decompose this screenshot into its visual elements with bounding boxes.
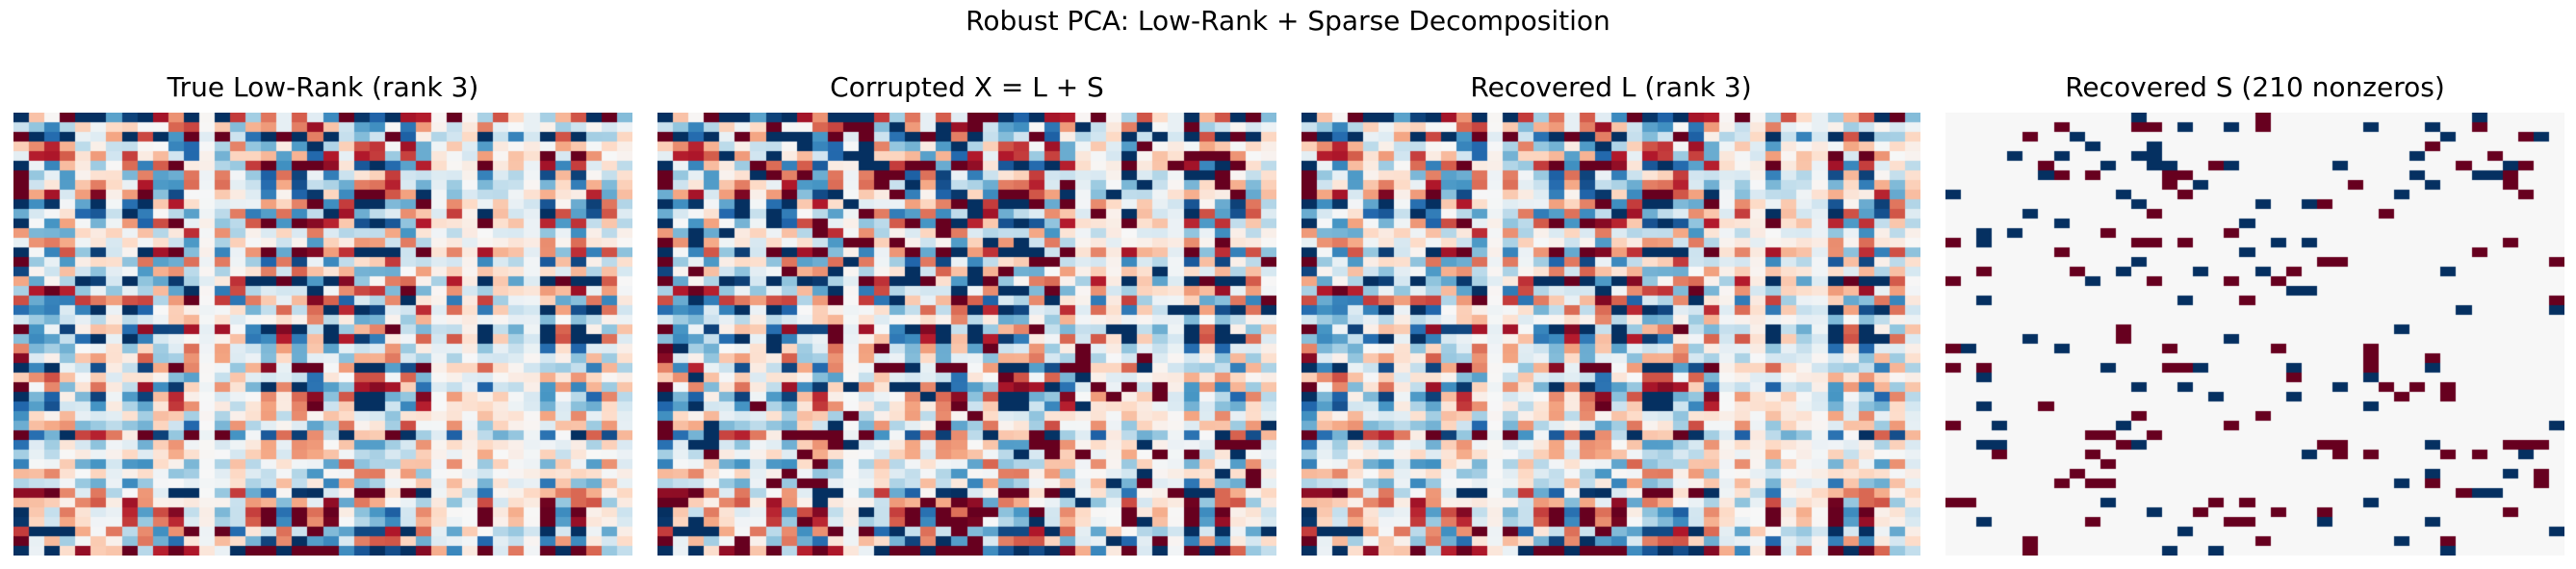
panel-recovered-l: Recovered L (rank 3) <box>1301 71 1920 556</box>
panel-title-recovered-s: Recovered S (210 nonzeros) <box>2065 71 2445 103</box>
panel-title-true-low-rank: True Low-Rank (rank 3) <box>167 71 479 103</box>
panel-title-corrupted-x: Corrupted X = L + S <box>830 71 1104 103</box>
figure-title: Robust PCA: Low-Rank + Sparse Decomposit… <box>966 5 1610 37</box>
panel-title-recovered-l: Recovered L (rank 3) <box>1470 71 1752 103</box>
panel-corrupted-x: Corrupted X = L + S <box>657 71 1276 556</box>
panel-true-low-rank: True Low-Rank (rank 3) <box>13 71 632 556</box>
panel-recovered-s: Recovered S (210 nonzeros) <box>1945 71 2564 556</box>
heatmap-recovered-l <box>1301 113 1920 556</box>
heatmap-recovered-s <box>1945 113 2564 556</box>
heatmap-true-low-rank <box>13 113 632 556</box>
heatmap-corrupted-x <box>657 113 1276 556</box>
